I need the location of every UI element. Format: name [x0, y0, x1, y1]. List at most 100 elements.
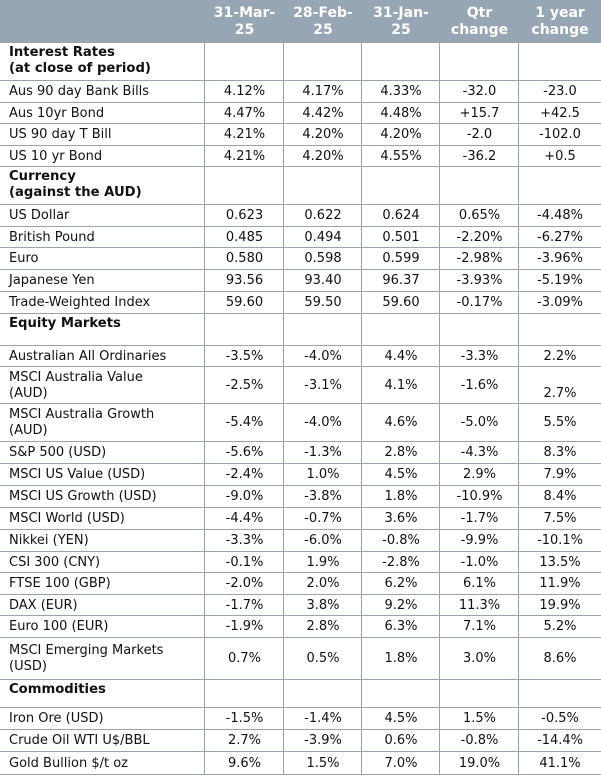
value-cell: 8.4%: [543, 489, 577, 504]
row-label: Gold Bullion $/t oz: [9, 756, 128, 772]
table-row: Japanese Yen 93.56 93.40 96.37 -3.93% -5.19%: [0, 270, 601, 292]
column-header-line: 31-Jan-: [373, 5, 429, 21]
row-label-line: Trade-Weighted Index: [9, 295, 151, 310]
value-cell: -3.93%: [456, 273, 503, 288]
row-label-line: MSCI Australia Growth: [9, 407, 155, 422]
value-cell: -4.4%: [225, 511, 264, 526]
column-header: 1 year change: [519, 5, 601, 41]
row-label: MSCI US Growth (USD): [9, 489, 157, 505]
table-row: Australian All Ordinaries -3.5% -4.0% 4.4% -…: [0, 346, 601, 367]
row-divider: [0, 145, 601, 146]
row-label-line: Nikkei (YEN): [9, 533, 89, 548]
value-cell: -6.27%: [537, 230, 583, 245]
row-divider: [0, 679, 601, 680]
row-label-line: US 90 day T Bill: [9, 127, 112, 142]
row-divider: [0, 80, 601, 81]
row-divider: [0, 594, 601, 595]
row-divider: [0, 42, 601, 43]
section-title: Interest Rates (at close of period): [9, 45, 151, 77]
row-label: MSCI US Value (USD): [9, 467, 145, 483]
value-cell: -5.19%: [537, 273, 583, 288]
row-label: FTSE 100 (GBP): [9, 576, 111, 592]
value-cell: -2.4%: [225, 467, 264, 482]
value-cell: 1.0%: [306, 467, 340, 482]
row-label-line: MSCI US Value (USD): [9, 467, 146, 482]
row-divider: [0, 123, 601, 124]
table-row: Trade-Weighted Index 59.60 59.50 59.60 -0.17…: [0, 292, 601, 314]
table-row: Crude Oil WTI U$/BBL 2.7% -3.9% 0.6% -0.8% -1…: [0, 730, 601, 752]
value-cell: 11.9%: [539, 576, 581, 591]
value-cell: 0.65%: [458, 208, 501, 223]
value-cell: 9.2%: [384, 598, 418, 613]
value-cell: -4.0%: [304, 415, 342, 430]
value-cell: 7.1%: [462, 619, 497, 634]
row-label-line: Interest Rates: [9, 45, 115, 60]
value-cell: 41.1%: [539, 756, 581, 771]
value-cell: -2.98%: [456, 251, 503, 266]
value-cell: -6.0%: [304, 533, 342, 548]
table-row: Aus 90 day Bank Bills 4.12% 4.17% 4.33% -32.…: [0, 81, 601, 103]
row-divider: [0, 247, 601, 248]
row-divider: [0, 102, 601, 103]
value-cell: -3.3%: [225, 533, 264, 548]
value-cell: 4.17%: [302, 84, 344, 99]
row-label-line: Currency: [9, 169, 76, 184]
row-label: Aus 90 day Bank Bills: [9, 84, 149, 100]
column-divider: [361, 0, 362, 775]
row-divider: [0, 226, 601, 227]
table-row: DAX (EUR) -1.7% 3.8% 9.2% 11.3% 19.9%: [0, 595, 601, 616]
row-label: MSCI Australia Value (AUD): [9, 370, 143, 402]
value-cell: -4.3%: [460, 445, 499, 460]
value-cell: 11.3%: [458, 598, 501, 613]
value-cell: 0.7%: [227, 651, 262, 666]
value-cell: +0.5: [544, 149, 576, 164]
value-cell: 0.501: [382, 230, 420, 245]
row-label: Nikkei (YEN): [9, 533, 89, 549]
value-cell: 0.485: [225, 230, 264, 245]
value-cell: 19.9%: [539, 598, 581, 613]
value-cell: -0.8%: [382, 533, 420, 548]
column-divider: [283, 0, 284, 775]
value-cell: 96.37: [382, 273, 420, 288]
row-label-line: US Dollar: [9, 208, 70, 223]
value-cell: 93.56: [225, 273, 264, 288]
table-row: US 10 yr Bond 4.21% 4.20% 4.55% -36.2 +0.5: [0, 146, 601, 167]
value-cell: 6.3%: [384, 619, 418, 634]
value-cell: +15.7: [459, 106, 500, 121]
value-cell: -102.0: [539, 127, 581, 142]
row-label-line: Australian All Ordinaries: [9, 349, 167, 364]
value-cell: 7.0%: [384, 756, 418, 771]
row-label: Aus 10yr Bond: [9, 106, 104, 122]
section-header-row: Equity Markets: [0, 314, 601, 346]
section-header-row: Commodities: [0, 680, 601, 708]
value-cell: 2.8%: [306, 619, 340, 634]
table-row: MSCI Australia Growth (AUD) -5.4% -4.0% 4.6%…: [0, 404, 601, 442]
value-cell: 9.6%: [227, 756, 262, 771]
column-header-line: change: [450, 22, 509, 38]
value-cell: -2.0%: [225, 576, 264, 591]
value-cell: -3.3%: [460, 349, 499, 364]
column-header: Qtr change: [440, 5, 519, 41]
table-row: British Pound 0.485 0.494 0.501 -2.20% -6.27%: [0, 227, 601, 248]
section-title: Commodities: [9, 682, 106, 698]
row-label-line: (USD): [9, 659, 47, 674]
table-row: MSCI US Value (USD) -2.4% 1.0% 4.5% 2.9% 7.9%: [0, 464, 601, 486]
value-cell: 4.55%: [380, 149, 422, 164]
value-cell: 8.3%: [543, 445, 577, 460]
row-label: S&P 500 (USD): [9, 445, 106, 461]
table-row: Aus 10yr Bond 4.47% 4.42% 4.48% +15.7 +42.5: [0, 103, 601, 124]
column-header-line: 31-Mar-: [213, 5, 276, 21]
table-row: S&P 500 (USD) -5.6% -1.3% 2.8% -4.3% 8.3%: [0, 442, 601, 464]
section-title: Equity Markets: [9, 316, 121, 332]
value-cell: 6.1%: [462, 576, 497, 591]
value-cell: 5.2%: [543, 619, 577, 634]
value-cell: 0.5%: [306, 651, 340, 666]
row-label-line: MSCI World (USD): [9, 511, 125, 526]
value-cell: 4.20%: [380, 127, 422, 142]
column-header-line: Qtr: [466, 5, 493, 21]
table-row: US 90 day T Bill 4.21% 4.20% 4.20% -2.0 -102.…: [0, 124, 601, 146]
row-label: MSCI World (USD): [9, 511, 125, 527]
column-header: 31-Mar- 25: [205, 5, 284, 41]
row-label: British Pound: [9, 230, 95, 246]
value-cell: -1.3%: [304, 445, 342, 460]
